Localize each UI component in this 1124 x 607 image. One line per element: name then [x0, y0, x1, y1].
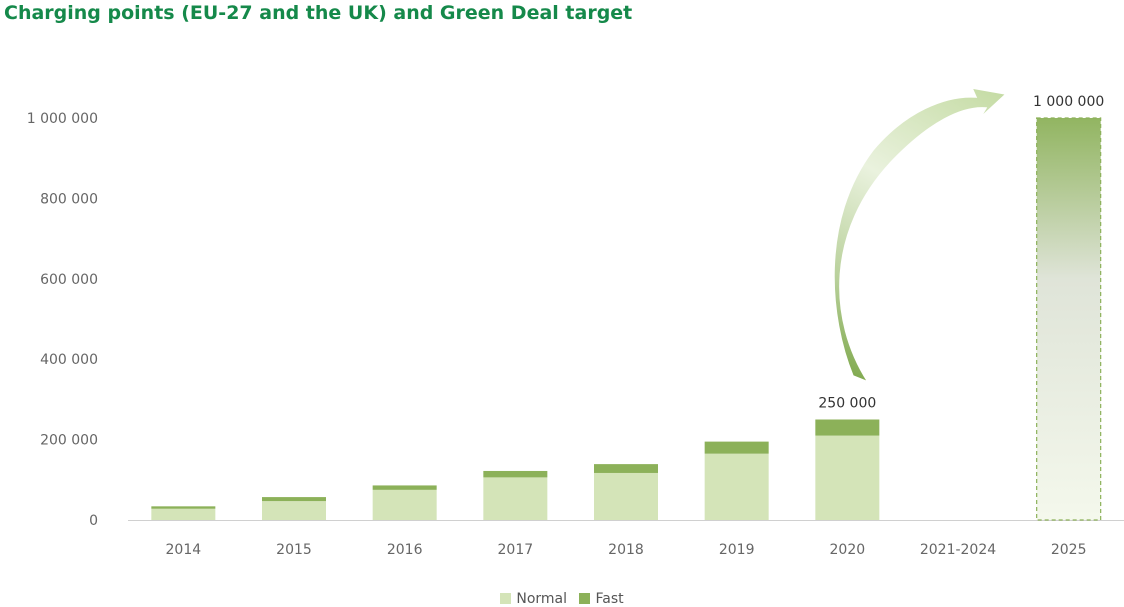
legend-swatch-normal	[500, 593, 512, 604]
bar-target-2025	[1036, 117, 1102, 521]
y-tick-label: 1 000 000	[27, 111, 98, 127]
x-tick-label: 2018	[608, 542, 644, 558]
y-tick-label: 0	[89, 513, 98, 529]
y-tick-label: 200 000	[40, 433, 98, 449]
y-axis-ticks: 0 200 000 400 000 600 000 800 000 1 000 000	[27, 111, 98, 529]
bar-normal-2016	[372, 489, 437, 520]
bar-fast-2018	[594, 464, 658, 473]
bar-normal-2015	[262, 501, 326, 520]
x-tick-label: 2017	[498, 542, 534, 558]
bar-fast-2014	[151, 506, 216, 509]
data-label-2025: 1 000 000	[1033, 94, 1104, 110]
bar-normal-2020	[815, 435, 880, 520]
y-tick-label: 400 000	[40, 352, 98, 368]
bar-fast-2015	[262, 497, 326, 502]
legend-label-normal: Normal	[516, 591, 568, 607]
bar-normal-2019	[704, 453, 769, 520]
legend: Normal Fast	[0, 591, 1124, 607]
bar-fast-2017	[483, 470, 548, 478]
bar-normal-2018	[594, 472, 658, 520]
x-tick-label: 2020	[830, 542, 866, 558]
bar-normal-2014	[151, 508, 216, 520]
y-tick-label: 800 000	[40, 191, 98, 207]
chart-title: Charging points (EU-27 and the UK) and G…	[4, 2, 633, 24]
bar-fast-2016	[372, 485, 437, 490]
x-tick-label: 2019	[719, 542, 755, 558]
x-tick-label: 2015	[276, 542, 312, 558]
bars	[128, 117, 1124, 521]
bar-normal-2017	[483, 477, 548, 520]
curved-arrow-annotation	[833, 87, 1008, 384]
annotation-arrow-layer	[833, 87, 1008, 384]
data-label-2020: 250 000	[818, 396, 876, 412]
x-tick-label: 2021-2024	[920, 542, 996, 558]
data-labels: 250 000 1 000 000	[818, 94, 1104, 412]
x-tick-label: 2014	[166, 542, 202, 558]
legend-label-fast: Fast	[595, 591, 624, 607]
chart-svg: 0 200 000 400 000 600 000 800 000 1 000 000 2…	[27, 87, 1124, 558]
legend-swatch-fast	[579, 593, 591, 604]
x-tick-label: 2016	[387, 542, 423, 558]
x-tick-label: 2025	[1051, 542, 1087, 558]
legend-item-normal: Normal	[500, 591, 567, 607]
x-axis-ticks: 2014 2015 2016 2017 2018 2019 2020 2021-2024 202…	[166, 542, 1087, 558]
bar-fast-2020	[815, 419, 880, 436]
y-tick-label: 600 000	[40, 272, 98, 288]
legend-item-fast: Fast	[579, 591, 624, 607]
bar-fast-2019	[704, 441, 769, 454]
